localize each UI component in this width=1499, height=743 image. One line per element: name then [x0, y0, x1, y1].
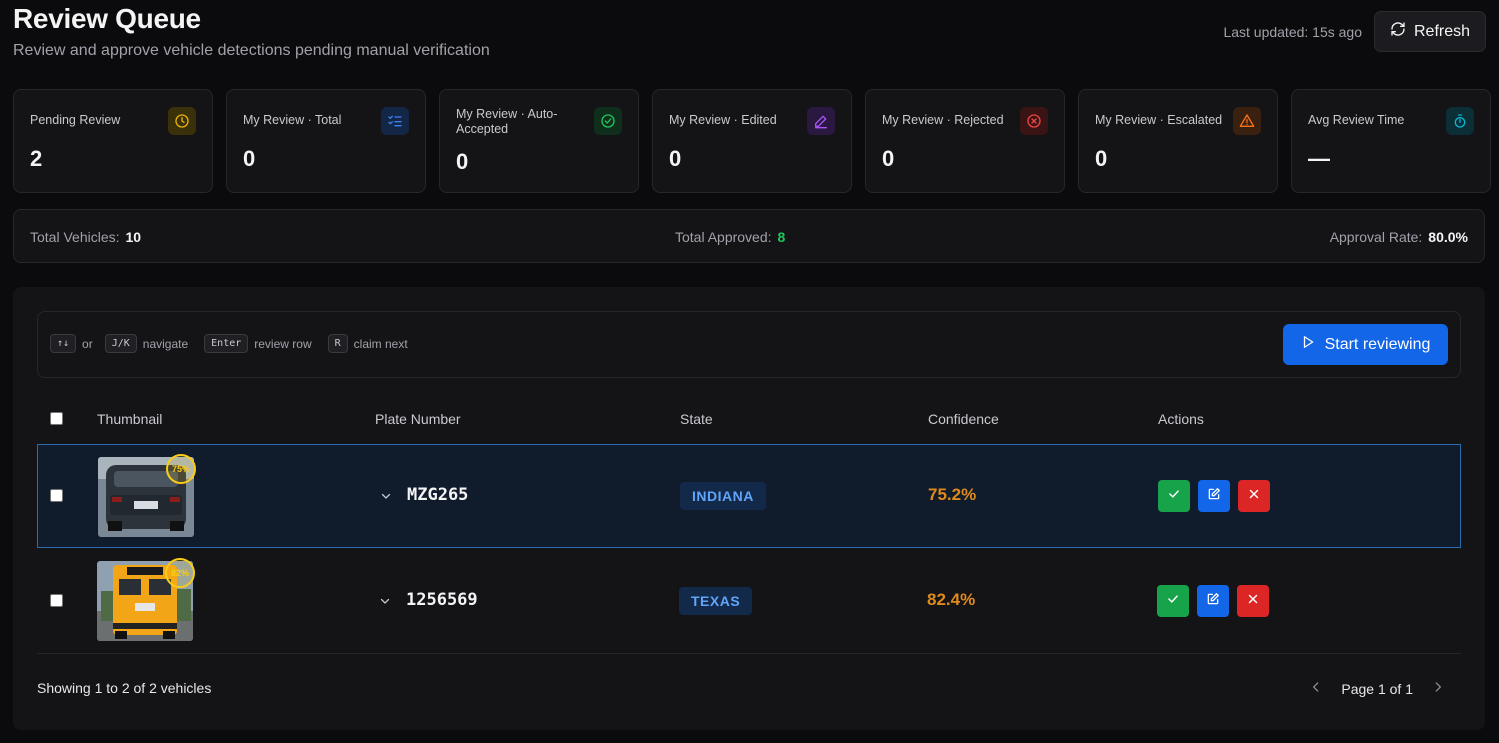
navigate-text: navigate — [142, 336, 189, 351]
total-vehicles: Total Vehicles: 10 — [30, 229, 141, 245]
close-icon — [1247, 487, 1261, 506]
review-table-panel: ↑↓ or J/K navigate Enter review row R cl… — [13, 287, 1485, 730]
stat-label: Pending Review — [30, 113, 121, 127]
approval-rate-value: 80.0% — [1428, 229, 1468, 245]
table-row[interactable]: 82% 1256569 TEXAS 82.4% — [37, 549, 1461, 654]
play-icon — [1301, 335, 1315, 354]
stat-label: My Review · Auto-Accepted — [456, 107, 558, 136]
stat-label: My Review · Escalated — [1095, 113, 1223, 127]
shortcut-hints: ↑↓ or J/K navigate Enter review row R cl… — [50, 334, 408, 353]
column-confidence[interactable]: Confidence — [928, 411, 999, 427]
total-vehicles-label: Total Vehicles: — [30, 229, 120, 245]
pencil-icon — [807, 107, 835, 135]
column-state[interactable]: State — [680, 411, 713, 427]
stat-label: My Review · Rejected — [882, 113, 1004, 127]
claim-next-text: claim next — [353, 336, 408, 351]
stat-value: 0 — [456, 149, 469, 174]
stat-label: My Review · Total — [243, 113, 342, 127]
state-badge: INDIANA — [680, 482, 766, 510]
stat-value: 0 — [669, 146, 682, 171]
table-row[interactable]: 75% MZG265 INDIANA 75.2% — [37, 444, 1461, 548]
page-indicator: Page 1 of 1 — [1341, 680, 1413, 697]
vehicle-thumbnail[interactable] — [98, 457, 194, 537]
last-updated-text: Last updated: 15s ago — [1223, 24, 1362, 40]
stat-value: 0 — [1095, 146, 1108, 171]
timer-icon — [1446, 107, 1474, 135]
start-reviewing-button[interactable]: Start reviewing — [1283, 324, 1448, 365]
stat-card-avg-review-time: Avg Review Time — — [1291, 89, 1491, 193]
keyboard-shortcuts-bar: ↑↓ or J/K navigate Enter review row R cl… — [37, 311, 1461, 378]
plate-number: 1256569 — [406, 590, 478, 610]
stat-label: My Review · Edited — [669, 113, 777, 127]
total-approved: Total Approved: 8 — [675, 229, 785, 245]
r-key: R — [327, 334, 348, 353]
column-thumbnail: Thumbnail — [97, 411, 163, 427]
chevron-left-icon[interactable] — [1309, 680, 1323, 697]
check-icon — [1166, 592, 1180, 611]
reject-button[interactable] — [1237, 585, 1269, 617]
total-approved-value: 8 — [777, 229, 786, 245]
check-icon — [1167, 487, 1181, 506]
confidence-ring-badge: 82% — [165, 558, 195, 588]
stat-card-pending-review: Pending Review 2 — [13, 89, 213, 193]
chevron-right-icon[interactable] — [1431, 680, 1445, 697]
refresh-label: Refresh — [1413, 22, 1471, 40]
start-reviewing-label: Start reviewing — [1324, 335, 1431, 353]
stat-card-rejected: My Review · Rejected 0 — [865, 89, 1065, 193]
page-header: Review Queue Review and approve vehicle … — [13, 0, 1486, 70]
nav-keys: ↑↓ — [50, 334, 77, 353]
stat-card-edited: My Review · Edited 0 — [652, 89, 852, 193]
list-checks-icon — [381, 107, 409, 135]
edit-button[interactable] — [1197, 585, 1229, 617]
showing-count: Showing 1 to 2 of 2 vehicles — [37, 680, 212, 696]
total-vehicles-value: 10 — [125, 229, 142, 245]
state-badge: TEXAS — [679, 587, 753, 615]
summary-bar: Total Vehicles: 10 Total Approved: 8 Appro… — [13, 209, 1485, 263]
stat-card-auto-accepted: My Review · Auto-Accepted 0 — [439, 89, 639, 193]
edit-icon — [1206, 592, 1220, 611]
row-checkbox[interactable] — [50, 594, 63, 607]
row-checkbox[interactable] — [50, 489, 63, 502]
approve-button[interactable] — [1157, 585, 1189, 617]
approval-rate: Approval Rate: 80.0% — [1330, 229, 1468, 245]
confidence-value: 75.2% — [928, 485, 977, 504]
stat-value: 0 — [882, 146, 895, 171]
chevron-down-icon[interactable] — [379, 594, 391, 606]
pagination: Page 1 of 1 — [1309, 680, 1445, 697]
confidence-value: 82.4% — [927, 590, 976, 609]
total-approved-label: Total Approved: — [675, 229, 772, 245]
x-circle-icon — [1020, 107, 1048, 135]
page-subtitle: Review and approve vehicle detections pe… — [13, 42, 490, 59]
check-circle-icon — [594, 107, 622, 135]
table-header: Thumbnail Plate Number State Confidence … — [37, 397, 1461, 441]
edit-button[interactable] — [1198, 480, 1230, 512]
jk-keys: J/K — [104, 334, 137, 353]
page-title: Review Queue — [13, 3, 201, 34]
refresh-icon — [1390, 21, 1406, 42]
stat-value: — — [1308, 146, 1330, 171]
close-icon — [1246, 592, 1260, 611]
column-actions: Actions — [1158, 411, 1204, 427]
stat-label: Avg Review Time — [1308, 113, 1405, 127]
edit-icon — [1207, 487, 1221, 506]
stats-row: Pending Review 2 My Review · Total 0 My … — [13, 89, 1491, 193]
confidence-ring-badge: 75% — [166, 454, 196, 484]
reject-button[interactable] — [1238, 480, 1270, 512]
column-plate-number[interactable]: Plate Number — [375, 411, 461, 427]
plate-number: MZG265 — [407, 485, 469, 505]
approval-rate-label: Approval Rate: — [1329, 229, 1423, 245]
approve-button[interactable] — [1158, 480, 1190, 512]
or-text: or — [82, 336, 93, 351]
stat-value: 2 — [30, 146, 43, 171]
refresh-button[interactable]: Refresh — [1374, 11, 1486, 52]
stat-card-escalated: My Review · Escalated 0 — [1078, 89, 1278, 193]
review-row-text: review row — [254, 336, 312, 351]
stat-card-my-review-total: My Review · Total 0 — [226, 89, 426, 193]
alert-triangle-icon — [1233, 107, 1261, 135]
clock-icon — [168, 107, 196, 135]
enter-key: Enter — [204, 334, 249, 353]
chevron-down-icon[interactable] — [380, 489, 392, 501]
select-all-checkbox[interactable] — [50, 412, 63, 425]
stat-value: 0 — [243, 146, 256, 171]
